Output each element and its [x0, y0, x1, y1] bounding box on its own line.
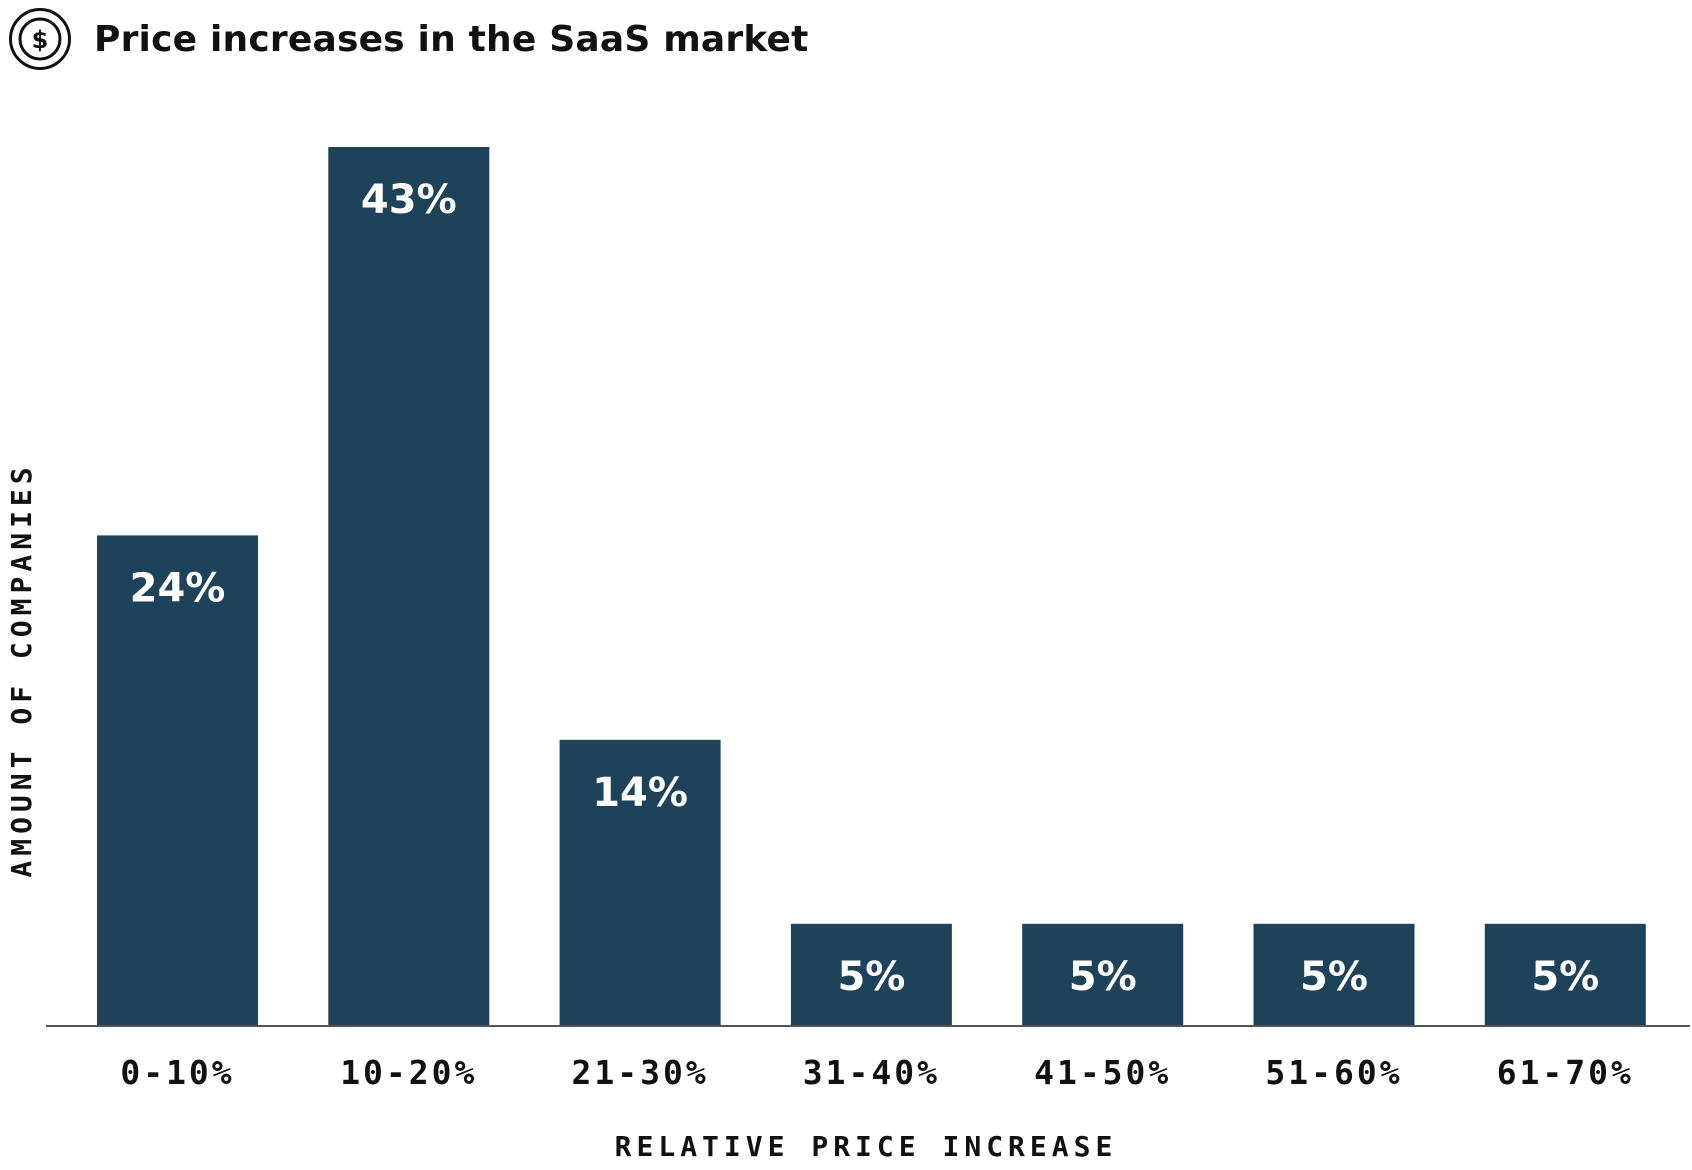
bar-value-label: 43%	[361, 177, 457, 223]
bar-2	[328, 147, 490, 1026]
bar-1	[97, 535, 258, 1026]
bar-7	[1484, 923, 1646, 1026]
bar-4	[790, 923, 952, 1026]
x-tick-label: 31-40%	[803, 1053, 940, 1092]
bar-value-label: 24%	[130, 565, 226, 611]
x-tick-label: 51-60%	[1265, 1053, 1402, 1092]
bar-value-label: 5%	[1300, 954, 1368, 1000]
dollar-circle-icon: $	[9, 8, 71, 70]
x-tick-label: 41-50%	[1034, 1053, 1171, 1092]
bar-6	[1253, 923, 1415, 1026]
x-tick-label: 21-30%	[571, 1053, 708, 1092]
x-tick-label: 61-70%	[1497, 1053, 1634, 1092]
bar-value-label: 5%	[1531, 954, 1599, 1000]
bar-value-label: 14%	[592, 770, 688, 816]
bar-3	[559, 739, 721, 1026]
chart-title: Price increases in the SaaS market	[94, 18, 809, 60]
x-tick-labels: 0-10% 10-20% 21-30% 31-40% 41-50% 51-60% 61-70…	[120, 1053, 1634, 1092]
bar-value-label: 5%	[837, 954, 905, 1000]
bar-5	[1022, 923, 1184, 1026]
x-tick-label: 10-20%	[340, 1053, 477, 1092]
x-tick-label: 0-10%	[120, 1053, 234, 1092]
x-axis-label: RELATIVE PRICE INCREASE	[615, 1130, 1118, 1163]
chart-header: $ Price increases in the SaaS market	[8, 6, 809, 72]
bars-group: 24% 43% 14% 5% 5% 5% 5%	[97, 147, 1646, 1026]
svg-text:$: $	[32, 26, 49, 54]
bar-value-label: 5%	[1069, 954, 1137, 1000]
y-axis-label: AMOUNT OF COMPANIES	[5, 462, 38, 877]
